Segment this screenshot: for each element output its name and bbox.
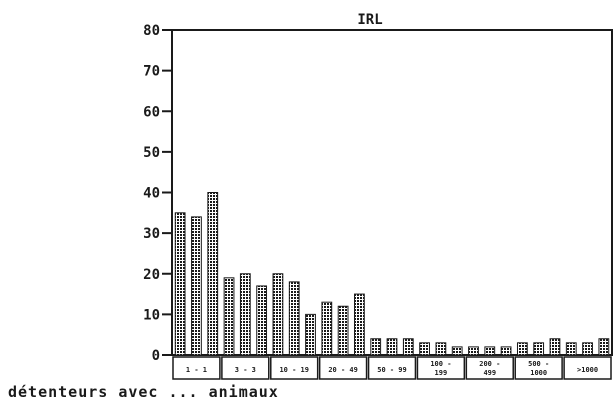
bar: [223, 277, 235, 356]
x-tick-label: >1000: [577, 366, 598, 374]
x-tick-label: 499: [483, 369, 496, 377]
x-tick-label: 100 -: [430, 360, 451, 368]
y-tick-label: 50: [143, 145, 160, 161]
bar: [549, 338, 561, 356]
x-category-box: [318, 356, 368, 380]
y-tick-label: 60: [143, 104, 160, 120]
y-axis: 0 10 20 30 40 50 60 70 80: [143, 23, 172, 364]
x-tick-label: 3 - 3: [235, 366, 256, 374]
bar: [516, 342, 528, 356]
x-category-box: [367, 356, 417, 380]
y-tick-label: 40: [143, 186, 160, 202]
bar: [598, 338, 610, 356]
bar: [451, 346, 463, 356]
x-category-box: [172, 356, 221, 380]
x-tick-label: 199: [435, 369, 448, 377]
bar-series: [174, 192, 610, 356]
bar: [305, 313, 316, 356]
y-tick-label: 0: [152, 348, 160, 364]
x-tick-label: 10 - 19: [279, 366, 309, 374]
x-axis-label: détenteurs avec ... animaux: [8, 383, 279, 401]
bar: [484, 346, 496, 356]
bar: [386, 338, 398, 356]
x-category-box: [465, 356, 514, 380]
y-tick-label: 10: [143, 307, 160, 323]
x-axis-categories: 1 - 1 3 - 3 10 - 19 20 - 49 50 - 99 100 -199 2…: [172, 356, 612, 380]
bar: [533, 342, 545, 356]
bar: [337, 305, 349, 356]
bar: [174, 212, 186, 356]
bar: [565, 342, 577, 356]
bar: [207, 192, 219, 356]
bar: [468, 346, 479, 356]
y-tick-label: 70: [143, 64, 160, 80]
bar: [321, 301, 333, 356]
x-category-box: [514, 356, 563, 380]
bar: [500, 346, 512, 356]
x-category-box: [270, 356, 319, 380]
bar: [272, 273, 284, 356]
y-tick-label: 20: [143, 267, 160, 283]
x-tick-label: 50 - 99: [377, 366, 407, 374]
x-category-box: [221, 356, 270, 380]
bar: [402, 338, 414, 356]
y-tick-label: 30: [143, 226, 160, 242]
bar: [191, 216, 202, 356]
bar: [354, 293, 365, 356]
bar: [370, 338, 382, 356]
x-category-box: [563, 356, 612, 380]
bar: [582, 342, 593, 356]
x-category-box: [416, 356, 466, 380]
x-tick-label: 200 -: [479, 360, 500, 368]
bar: [435, 342, 447, 356]
chart-title: IRL: [357, 12, 382, 28]
bar: [239, 273, 251, 356]
bar: [256, 285, 268, 356]
bar: [419, 342, 430, 356]
x-tick-label: 1 - 1: [186, 366, 207, 374]
y-tick-label: 80: [143, 23, 160, 39]
x-tick-label: 1000: [530, 369, 547, 377]
bar: [288, 281, 300, 356]
plot-area: [171, 29, 613, 356]
x-tick-label: 500 -: [528, 360, 549, 368]
x-tick-label: 20 - 49: [328, 366, 358, 374]
